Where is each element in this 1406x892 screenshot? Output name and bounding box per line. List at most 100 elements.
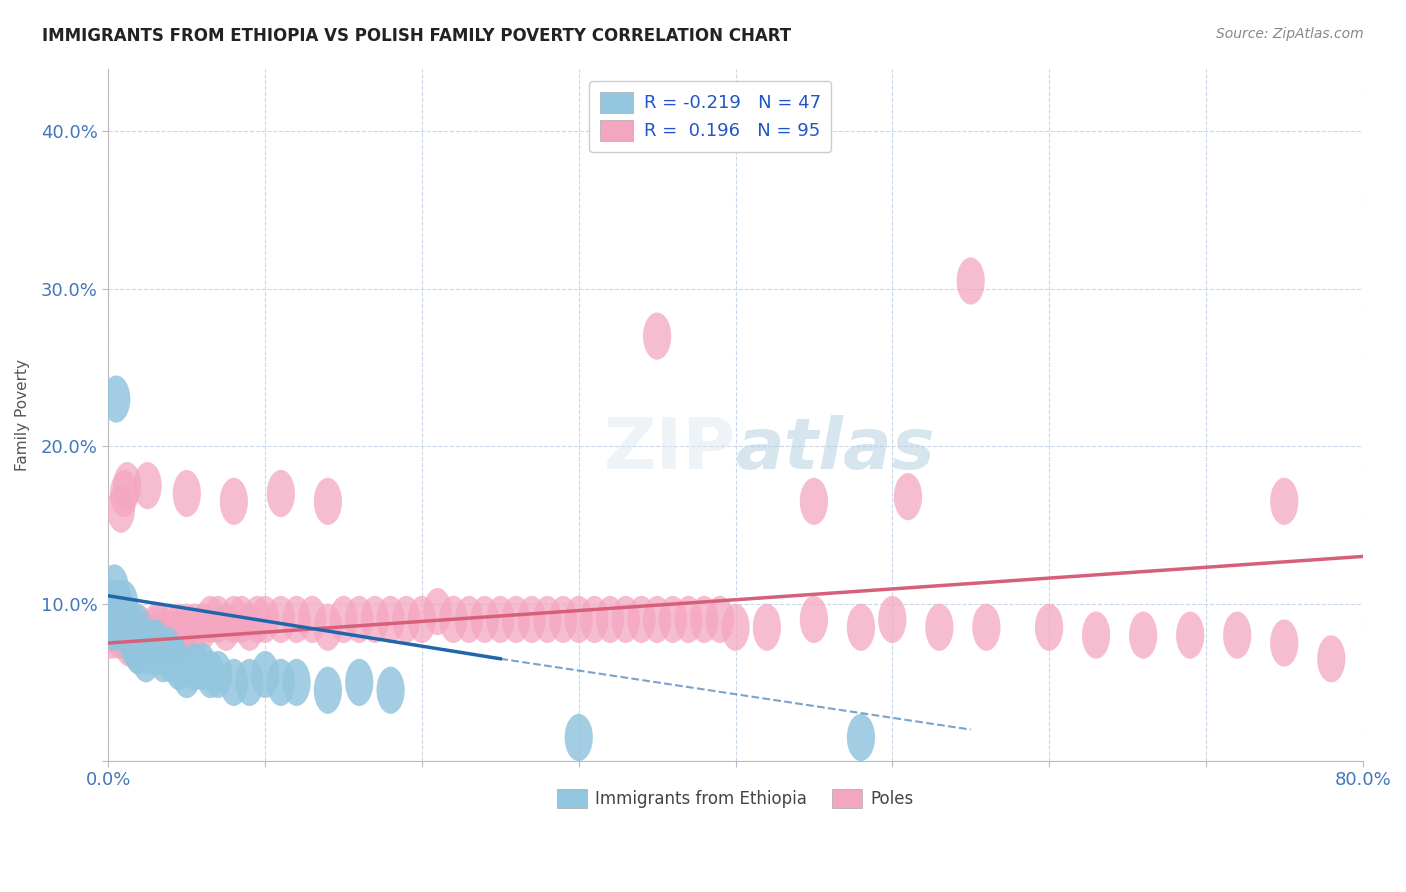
- Text: IMMIGRANTS FROM ETHIOPIA VS POLISH FAMILY POVERTY CORRELATION CHART: IMMIGRANTS FROM ETHIOPIA VS POLISH FAMIL…: [42, 27, 792, 45]
- Ellipse shape: [314, 478, 342, 525]
- Ellipse shape: [111, 612, 139, 659]
- Ellipse shape: [548, 596, 578, 643]
- Ellipse shape: [98, 596, 127, 643]
- Ellipse shape: [219, 478, 247, 525]
- Ellipse shape: [117, 612, 145, 659]
- Ellipse shape: [1270, 478, 1298, 525]
- Ellipse shape: [120, 619, 148, 666]
- Ellipse shape: [173, 470, 201, 517]
- Ellipse shape: [157, 635, 186, 682]
- Ellipse shape: [439, 596, 467, 643]
- Ellipse shape: [212, 604, 240, 651]
- Ellipse shape: [108, 612, 136, 659]
- Ellipse shape: [329, 596, 357, 643]
- Ellipse shape: [502, 596, 530, 643]
- Ellipse shape: [846, 604, 875, 651]
- Ellipse shape: [101, 565, 129, 612]
- Ellipse shape: [1270, 619, 1298, 666]
- Ellipse shape: [142, 619, 170, 666]
- Ellipse shape: [471, 596, 499, 643]
- Ellipse shape: [612, 596, 640, 643]
- Ellipse shape: [267, 470, 295, 517]
- Ellipse shape: [121, 612, 149, 659]
- Ellipse shape: [132, 635, 160, 682]
- Ellipse shape: [344, 659, 374, 706]
- Ellipse shape: [643, 596, 671, 643]
- Ellipse shape: [283, 596, 311, 643]
- Y-axis label: Family Poverty: Family Poverty: [15, 359, 30, 471]
- Ellipse shape: [456, 596, 484, 643]
- Ellipse shape: [565, 596, 593, 643]
- Ellipse shape: [111, 604, 139, 651]
- Ellipse shape: [344, 596, 374, 643]
- Ellipse shape: [173, 651, 201, 698]
- Ellipse shape: [800, 100, 828, 147]
- Ellipse shape: [112, 596, 142, 643]
- Ellipse shape: [101, 604, 129, 651]
- Ellipse shape: [235, 604, 263, 651]
- Ellipse shape: [135, 627, 163, 674]
- Ellipse shape: [115, 604, 143, 651]
- Ellipse shape: [103, 596, 131, 643]
- Ellipse shape: [96, 588, 124, 635]
- Ellipse shape: [925, 604, 953, 651]
- Ellipse shape: [361, 596, 389, 643]
- Ellipse shape: [121, 619, 149, 666]
- Ellipse shape: [105, 612, 134, 659]
- Ellipse shape: [160, 635, 188, 682]
- Ellipse shape: [105, 604, 134, 651]
- Ellipse shape: [138, 619, 166, 666]
- Ellipse shape: [283, 659, 311, 706]
- Ellipse shape: [97, 580, 125, 627]
- Ellipse shape: [298, 596, 326, 643]
- Ellipse shape: [110, 604, 138, 651]
- Ellipse shape: [219, 596, 247, 643]
- Ellipse shape: [1035, 604, 1063, 651]
- Ellipse shape: [134, 612, 162, 659]
- Ellipse shape: [252, 596, 280, 643]
- Ellipse shape: [157, 604, 186, 651]
- Ellipse shape: [107, 588, 135, 635]
- Ellipse shape: [149, 612, 177, 659]
- Ellipse shape: [643, 312, 671, 359]
- Ellipse shape: [219, 659, 247, 706]
- Ellipse shape: [112, 462, 142, 509]
- Ellipse shape: [721, 604, 749, 651]
- Ellipse shape: [122, 612, 150, 659]
- Ellipse shape: [267, 659, 295, 706]
- Ellipse shape: [170, 612, 198, 659]
- Ellipse shape: [581, 596, 609, 643]
- Ellipse shape: [228, 596, 256, 643]
- Ellipse shape: [117, 612, 145, 659]
- Ellipse shape: [145, 604, 173, 651]
- Ellipse shape: [377, 666, 405, 714]
- Ellipse shape: [142, 604, 170, 651]
- Ellipse shape: [129, 612, 157, 659]
- Ellipse shape: [153, 612, 183, 659]
- Ellipse shape: [110, 580, 138, 627]
- Ellipse shape: [423, 588, 451, 635]
- Ellipse shape: [204, 596, 232, 643]
- Ellipse shape: [104, 580, 132, 627]
- Ellipse shape: [752, 604, 780, 651]
- Ellipse shape: [267, 596, 295, 643]
- Ellipse shape: [197, 596, 225, 643]
- Ellipse shape: [690, 596, 718, 643]
- Ellipse shape: [180, 643, 208, 690]
- Ellipse shape: [243, 596, 271, 643]
- Ellipse shape: [565, 714, 593, 761]
- Ellipse shape: [1175, 612, 1205, 659]
- Ellipse shape: [596, 596, 624, 643]
- Ellipse shape: [706, 596, 734, 643]
- Ellipse shape: [125, 627, 153, 674]
- Ellipse shape: [188, 643, 217, 690]
- Ellipse shape: [408, 596, 436, 643]
- Ellipse shape: [165, 643, 193, 690]
- Ellipse shape: [134, 462, 162, 509]
- Ellipse shape: [97, 612, 125, 659]
- Ellipse shape: [115, 619, 143, 666]
- Ellipse shape: [1223, 612, 1251, 659]
- Ellipse shape: [96, 604, 124, 651]
- Ellipse shape: [124, 604, 152, 651]
- Ellipse shape: [627, 596, 655, 643]
